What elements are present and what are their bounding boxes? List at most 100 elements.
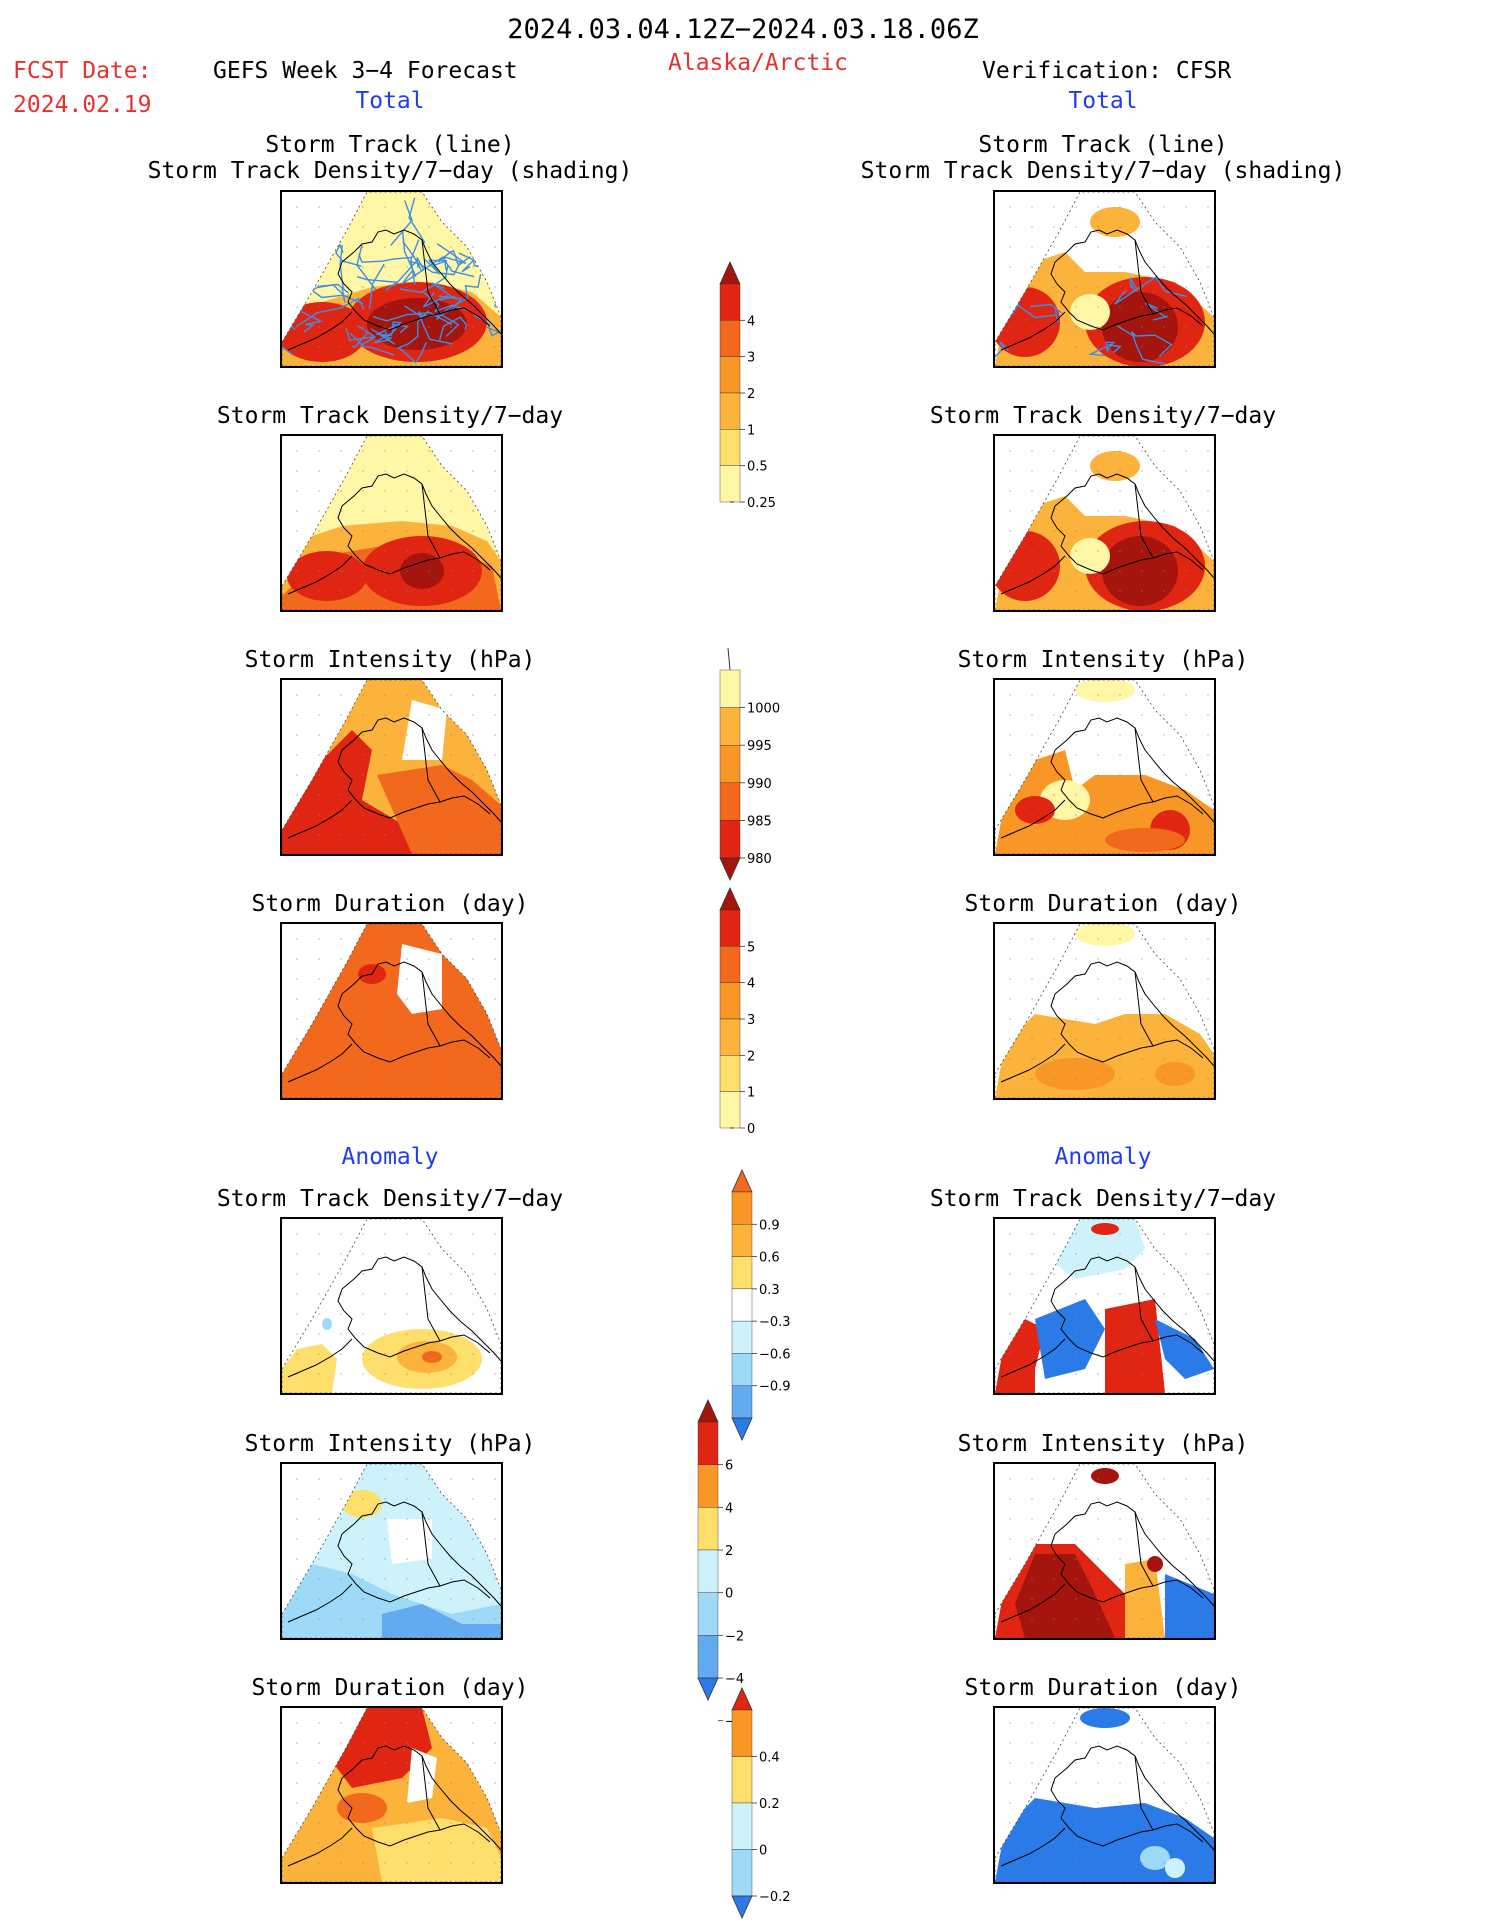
colorbar-tick-label: 0.9 [759,1218,780,1233]
shaded-region [1165,1574,1214,1638]
colorbar-tick-label: 4 [747,977,755,992]
title-duration-anom-left: Storm Duration (day) [251,1675,529,1701]
track-density-total-colorbar-bin [719,320,741,357]
shaded-region [1035,1299,1105,1379]
region-title: Alaska/Arctic [668,50,849,76]
border-line [421,1266,441,1342]
shaded-region [1125,1559,1165,1638]
fcst-date-label: FCST Date: [13,58,152,84]
map-cfsr-duration-anom [993,1706,1216,1884]
shaded-region [1090,451,1140,481]
shaded-region [422,1351,442,1363]
map-graphic [282,680,501,854]
colorbar-tick-label: 0.4 [759,1751,780,1766]
duration-anomaly-colorbar-bin [731,1849,753,1897]
duration-total-colorbar: 5 4 3 2 1 0 [719,887,790,1137]
map-fcst-duration-anom [280,1706,503,1884]
domain-outline [282,1219,501,1393]
colorbar-tick-label: 4 [747,314,755,329]
map-graphic [282,192,501,366]
shaded-region [1140,1846,1170,1870]
colorbar-tick-label: −0.2 [759,1890,791,1905]
title-track-shading-left: Storm Track Density/7−day (shading) [147,158,633,184]
duration-total-colorbar-top-cap [719,887,741,911]
colorbar-tick-label: 0 [759,1844,767,1859]
intensity-anomaly-colorbar-bin [697,1421,719,1465]
verification-title: Verification: CFSR [982,58,1232,84]
intensity-anomaly-colorbar-bottom-cap [697,1677,719,1701]
colorbar-tick-label: 2 [725,1544,733,1559]
map-cfsr-density-anom [993,1217,1216,1395]
anomaly-heading-right: Anomaly [1054,1144,1152,1170]
duration-anomaly-colorbar-bottom-cap [731,1895,753,1919]
shaded-region [342,1490,382,1518]
intensity-anomaly-colorbar-bin [697,1592,719,1636]
border-line [421,1511,441,1587]
colorbar-tick-label: 0.25 [747,496,776,511]
duration-anomaly-colorbar-top-cap [731,1687,753,1711]
map-graphic [995,1708,1214,1882]
shaded-region [1105,828,1185,852]
title-duration-left: Storm Duration (day) [251,891,529,917]
duration-total-colorbar-bin [719,1055,741,1092]
map-graphic [995,924,1214,1098]
track-density-total-colorbar-bin [719,392,741,430]
domain-outline [282,436,501,610]
domain-outline [282,924,501,1098]
storm-track-lines [282,197,501,364]
title-density-anom-right: Storm Track Density/7−day [929,1186,1277,1212]
border-line [1134,1511,1154,1587]
shaded-region [1147,1556,1163,1572]
intensity-total-colorbar-bottom-cap [719,857,741,881]
track-density-total-colorbar-top-cap [719,261,741,285]
map-graphic [282,1464,501,1638]
track-density-total-colorbar-graphic: 4 3 2 1 0.5 0.25 [719,261,776,511]
shaded-region [1035,1058,1115,1090]
shaded-region [1015,1554,1115,1638]
track-density-total-colorbar-bin [719,465,741,503]
border-line [1134,1755,1154,1831]
track-density-anomaly-colorbar-graphic: 0.9 0.6 0.3 −0.3 −0.6 −0.9 [731,1169,791,1441]
intensity-total-colorbar-bin [719,782,741,821]
shaded-region [377,765,501,854]
duration-total-colorbar-bin [719,982,741,1020]
domain-outline [995,924,1214,1098]
shaded-region [1155,1319,1214,1379]
intensity-anomaly-colorbar-bin [697,1635,719,1679]
border-line [1134,971,1154,1047]
colorbar-tick-label: 990 [747,777,772,792]
fcst-date-value: 2024.02.19 [13,92,152,118]
track-density-total-colorbar-bin [719,356,741,394]
colorbar-tick-label: 0 [747,1122,755,1137]
colorbar-tick-label: 0 [725,1587,733,1602]
colorbar-tick-label: 3 [747,1013,755,1028]
domain-outline [995,192,1214,366]
total-heading-right: Total [1068,88,1138,114]
map-graphic [995,680,1214,854]
map-fcst-track [280,190,503,368]
shaded-region [282,1344,337,1393]
duration-anomaly-colorbar-bin [731,1756,753,1804]
title-track-shading-right: Storm Track Density/7−day (shading) [860,158,1346,184]
total-heading-left: Total [355,88,425,114]
map-graphic [282,1708,501,1882]
border-line [421,727,441,803]
duration-total-colorbar-bin [719,1018,741,1056]
domain-outline [282,680,501,854]
title-density-left: Storm Track Density/7−day [216,403,564,429]
track-density-anomaly-colorbar-bin [731,1353,753,1386]
duration-total-colorbar-bin [719,1091,741,1129]
title-track-line-right: Storm Track (line) [978,132,1228,158]
title-intensity-anom-right: Storm Intensity (hPa) [957,1431,1249,1457]
shaded-region [1165,1858,1185,1878]
colorbar-tick-label: 3 [747,351,755,366]
shaded-region [322,1318,332,1330]
colorbar-tick-label: −0.6 [759,1347,791,1362]
track-density-anomaly-colorbar: 0.9 0.6 0.3 −0.3 −0.6 −0.9 [731,1169,802,1444]
colorbar-tick-label: 1 [747,423,755,438]
shaded-region [1075,680,1135,702]
title-intensity-right: Storm Intensity (hPa) [957,647,1249,673]
track-density-anomaly-colorbar-bin [731,1288,753,1322]
